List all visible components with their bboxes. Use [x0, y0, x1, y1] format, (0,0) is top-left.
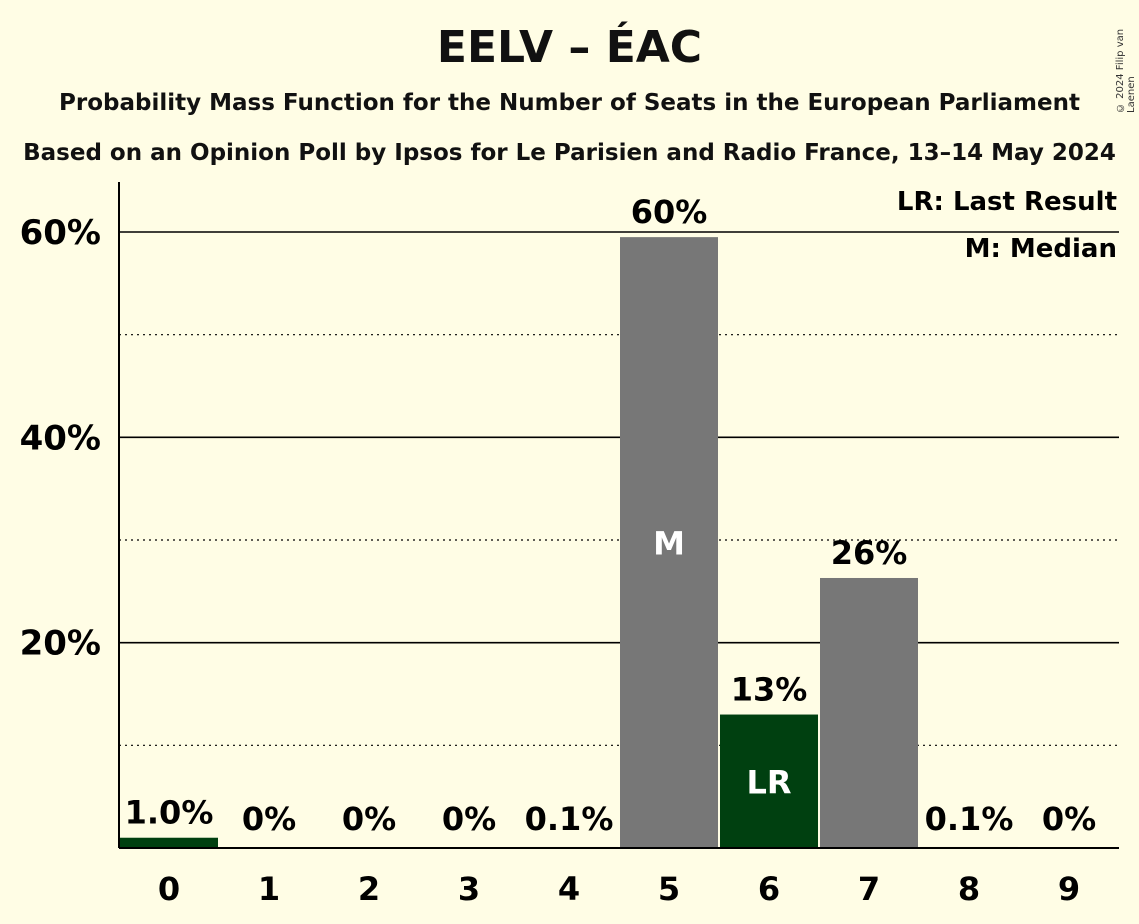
axes: 20% 40% 60% 0 1 2 3 4 5 6 7 8 9 — [20, 182, 1119, 908]
x-tick-label: 8 — [958, 870, 980, 908]
x-tick-label: 9 — [1058, 870, 1080, 908]
median-marker: M — [653, 525, 685, 563]
legend-median: M: Median — [965, 234, 1117, 264]
data-label-6: 13% — [731, 671, 808, 709]
x-tick-label: 4 — [558, 870, 580, 908]
chart-source: Based on an Opinion Poll by Ipsos for Le… — [23, 140, 1116, 166]
chart-title: EELV – ÉAC — [436, 22, 703, 73]
chart-subtitle: Probability Mass Function for the Number… — [59, 90, 1080, 116]
data-labels: 1.0% 0% 0% 0% 0.1% 60% M 13% LR 26% 0.1% 0% — [125, 193, 1097, 838]
x-tick-label: 3 — [458, 870, 480, 908]
data-label-3: 0% — [442, 800, 496, 838]
bar-7 — [820, 577, 918, 848]
data-label-0: 1.0% — [125, 794, 214, 832]
y-tick-label: 60% — [20, 213, 101, 253]
data-label-8: 0.1% — [925, 800, 1014, 838]
x-tick-label: 2 — [358, 870, 380, 908]
x-tick-label: 7 — [858, 870, 880, 908]
y-tick-label: 40% — [20, 418, 101, 458]
data-label-7: 26% — [831, 534, 908, 572]
data-label-4: 0.1% — [525, 800, 614, 838]
gridlines — [119, 231, 1119, 746]
last-result-marker: LR — [746, 763, 791, 801]
data-label-9: 0% — [1042, 800, 1096, 838]
x-tick-label: 6 — [758, 870, 780, 908]
bar-6 — [720, 714, 818, 848]
x-tick-label: 1 — [258, 870, 280, 908]
x-tick-label: 0 — [158, 870, 180, 908]
x-tick-label: 5 — [658, 870, 680, 908]
bar-0 — [120, 837, 218, 848]
legend-last-result: LR: Last Result — [897, 187, 1117, 217]
y-tick-label: 20% — [20, 624, 101, 664]
data-label-5: 60% — [631, 193, 708, 231]
data-label-1: 0% — [242, 800, 296, 838]
bar-5 — [620, 237, 718, 849]
data-label-2: 0% — [342, 800, 396, 838]
